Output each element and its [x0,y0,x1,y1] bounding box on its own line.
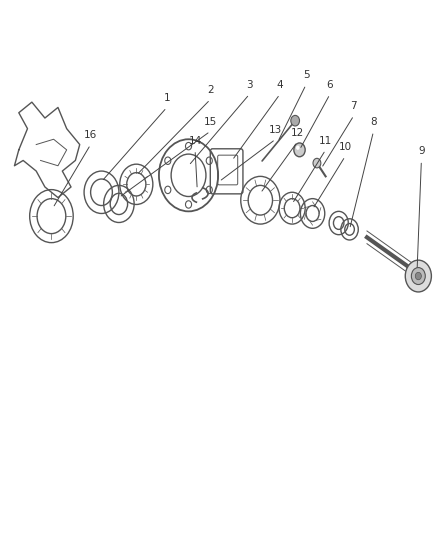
Text: 5: 5 [303,70,309,80]
Text: 12: 12 [291,128,304,138]
Text: 3: 3 [246,80,253,90]
Text: 7: 7 [350,101,357,111]
Text: 13: 13 [269,125,282,135]
Text: 1: 1 [163,93,170,103]
Circle shape [291,115,300,126]
Text: 16: 16 [84,130,97,140]
Circle shape [415,272,421,280]
Text: 14: 14 [188,135,201,146]
Circle shape [294,143,305,157]
Text: 4: 4 [277,80,283,90]
Circle shape [405,260,431,292]
Text: 15: 15 [204,117,217,127]
Circle shape [296,146,300,150]
Text: 2: 2 [207,85,214,95]
Text: 8: 8 [370,117,377,127]
Text: 11: 11 [319,135,332,146]
Circle shape [411,268,425,285]
Text: 10: 10 [339,142,352,152]
Text: 6: 6 [327,80,333,90]
Circle shape [313,158,321,168]
Text: 9: 9 [418,146,425,156]
